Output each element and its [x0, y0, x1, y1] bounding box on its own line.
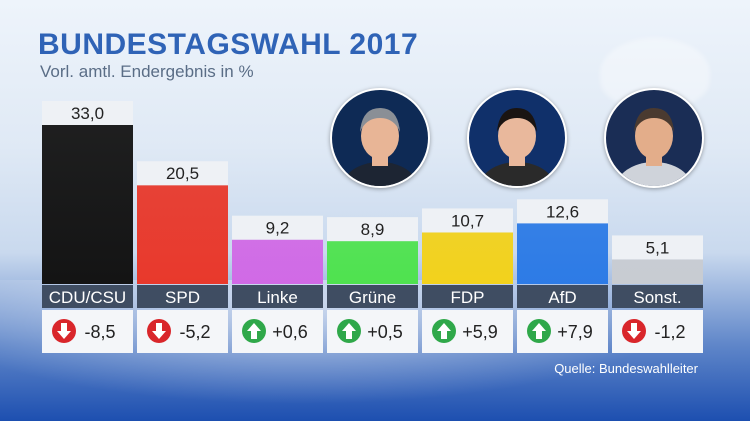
data-label: 20,5	[166, 164, 199, 183]
bar-group-4: 10,7 FDP +5,9	[422, 208, 513, 353]
bar	[517, 223, 608, 284]
page-subtitle: Vorl. amtl. Endergebnis in %	[40, 62, 254, 81]
category-strip	[232, 285, 323, 308]
portrait-1	[330, 88, 430, 188]
arrow-glyph	[152, 323, 166, 339]
source-credit: Quelle: Bundeswahlleiter	[554, 361, 698, 376]
tick-label: CDU/CSU	[49, 288, 126, 307]
data-label: 33,0	[71, 104, 104, 123]
data-label: 12,6	[546, 202, 579, 221]
value-label-box	[612, 235, 703, 260]
change-label: +7,9	[557, 322, 593, 342]
value-label-box	[42, 101, 133, 125]
portrait-2	[467, 88, 567, 188]
tick-label: FDP	[451, 288, 485, 307]
bar-group-0: 33,0 CDU/CSU -8,5	[42, 101, 133, 353]
bar	[327, 241, 418, 284]
data-label: 8,9	[361, 220, 385, 239]
tick-label: Linke	[257, 288, 298, 307]
change-label: +0,5	[367, 322, 403, 342]
portrait-3	[604, 88, 704, 188]
bar	[137, 185, 228, 284]
value-label-box	[422, 208, 513, 233]
category-strip	[612, 285, 703, 308]
value-label-box	[232, 215, 323, 240]
change-label: -1,2	[654, 322, 685, 342]
change-label: -8,5	[84, 322, 115, 342]
arrow-glyph	[437, 323, 451, 339]
bar-group-6: 5,1 Sonst. -1,2	[612, 235, 703, 353]
tick-label: Sonst.	[633, 288, 681, 307]
data-label: 9,2	[266, 219, 290, 238]
value-label-box	[517, 199, 608, 224]
value-label-box	[137, 161, 228, 186]
category-strip	[137, 285, 228, 308]
page-title: BUNDESTAGSWAHL 2017	[38, 28, 419, 61]
bar	[42, 125, 133, 284]
tick-label: Grüne	[349, 288, 396, 307]
category-strip	[327, 285, 418, 308]
tick-label: SPD	[165, 288, 200, 307]
change-label: +0,6	[272, 322, 308, 342]
value-label-box	[327, 217, 418, 242]
bar-group-2: 9,2 Linke +0,6	[232, 215, 323, 353]
arrow-glyph	[627, 323, 641, 339]
arrow-glyph	[57, 323, 71, 339]
bar	[232, 239, 323, 284]
bar	[422, 232, 513, 284]
bar-group-5: 12,6 AfD +7,9	[517, 199, 608, 353]
category-strip	[422, 285, 513, 308]
category-strip	[517, 285, 608, 308]
change-label: +5,9	[462, 322, 498, 342]
arrow-glyph	[342, 323, 356, 339]
tick-label: AfD	[548, 288, 576, 307]
change-label: -5,2	[179, 322, 210, 342]
category-strip	[42, 285, 133, 308]
arrow-glyph	[247, 323, 261, 339]
data-label: 10,7	[451, 211, 484, 230]
arrow-glyph	[532, 323, 546, 339]
bar	[612, 259, 703, 284]
bar-group-3: 8,9 Grüne +0,5	[327, 217, 418, 353]
data-label: 5,1	[646, 238, 670, 257]
bar-group-1: 20,5 SPD -5,2	[137, 161, 228, 353]
